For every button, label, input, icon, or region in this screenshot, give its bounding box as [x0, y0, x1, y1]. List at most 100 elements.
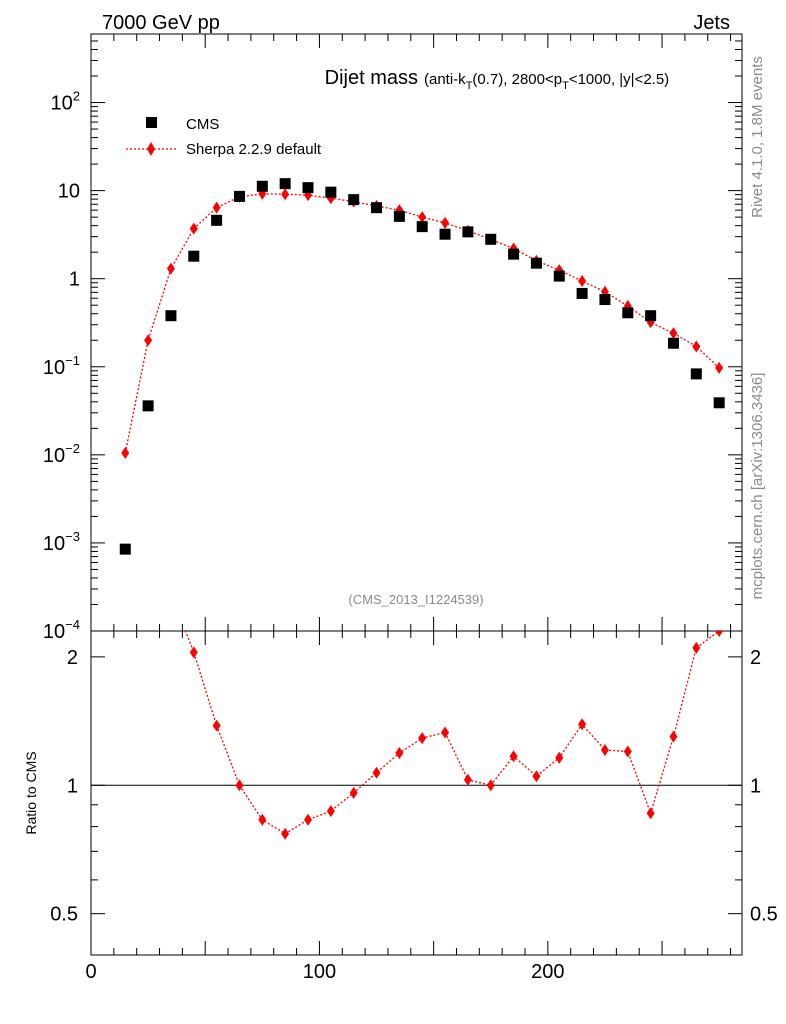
ratio-x-axis-labels: 0 100 200 — [85, 961, 564, 983]
ratio-point — [281, 827, 290, 840]
cms-point — [622, 307, 634, 319]
sherpa-line — [124, 193, 720, 454]
cms-point — [553, 270, 565, 282]
header-right: Jets — [693, 12, 730, 34]
main-plot-panel: 1 10 102 10−4 10−3 10−2 10−1 Dijet mass (anti-… — [43, 33, 743, 643]
analysis-watermark: (CMS_2013_I1224539) — [348, 592, 483, 607]
sherpa-point — [715, 361, 724, 374]
ratio-xtick-label: 200 — [531, 961, 564, 983]
sherpa-point — [121, 446, 130, 459]
main-ytick-label: 102 — [51, 89, 80, 115]
legend-label-cms: CMS — [186, 116, 219, 133]
subtitle-part-a: (anti-k — [424, 71, 466, 88]
ratio-point — [692, 641, 701, 654]
cms-point — [667, 337, 679, 349]
ratio-plot-frame — [90, 630, 743, 956]
ratio-point — [372, 766, 381, 779]
cms-point — [325, 186, 337, 198]
cms-point — [371, 202, 383, 214]
rivet-version-text: Rivet 4.1.0, 1.8M events — [749, 56, 766, 218]
ratio-y-axis-label: Ratio to CMS — [23, 751, 39, 834]
main-ytick-label: 10 — [58, 181, 80, 203]
cms-point — [393, 210, 405, 222]
ratio-ytick-label: 2 — [67, 647, 78, 669]
subtitle-part-b: (0.7), 2800<p — [472, 71, 562, 88]
main-y-axis-labels: 1 10 102 10−4 10−3 10−2 10−1 — [43, 89, 80, 643]
subtitle-sub-t2: T — [562, 80, 569, 92]
ratio-line — [184, 631, 720, 835]
main-ytick-label: 10−3 — [43, 529, 80, 555]
ratio-ytick-label-right: 1 — [750, 775, 761, 797]
cms-point — [439, 228, 451, 240]
ratio-point — [463, 773, 472, 786]
sherpa-point — [441, 216, 450, 229]
ratio-series-clip — [184, 631, 724, 840]
ratio-point — [418, 732, 427, 745]
ratio-point — [646, 807, 655, 820]
cms-point — [279, 178, 291, 190]
cms-point — [485, 233, 497, 245]
cms-point — [165, 310, 177, 322]
ratio-point — [212, 719, 221, 732]
ratio-point — [555, 751, 564, 764]
main-ytick-label: 10−1 — [43, 353, 80, 379]
ratio-point — [349, 786, 358, 799]
cms-point — [530, 257, 542, 269]
ratio-point — [189, 646, 198, 659]
sherpa-point — [281, 188, 290, 201]
ratio-point — [532, 770, 541, 783]
ratio-point — [395, 747, 404, 760]
sherpa-point — [212, 201, 221, 214]
sherpa-point — [418, 211, 427, 224]
ratio-x-axis-ticks — [90, 631, 732, 955]
ratio-ytick-label: 0.5 — [50, 904, 78, 926]
cms-point — [119, 543, 131, 555]
main-x-axis-ticks — [90, 34, 732, 631]
ratio-y-axis-labels: 0.5 0.5 1 1 2 2 — [50, 647, 778, 926]
ratio-ytick-label-right: 2 — [750, 647, 761, 669]
cms-point — [211, 214, 223, 226]
cms-point — [599, 294, 611, 306]
ratio-xtick-label: 0 — [85, 961, 96, 983]
ratio-point — [578, 718, 587, 731]
ratio-point — [235, 779, 244, 792]
cms-point — [645, 310, 657, 322]
sherpa-point — [166, 262, 175, 275]
cms-point — [416, 221, 428, 233]
main-ytick-label: 10−2 — [43, 441, 80, 467]
ratio-point — [600, 743, 609, 756]
mcplots-source-text: mcplots.cern.ch [arXiv:1306.3436] — [749, 373, 766, 600]
ratio-point — [623, 745, 632, 758]
main-y-axis-ticks — [91, 33, 742, 632]
ratio-ytick-label-right: 0.5 — [750, 904, 778, 926]
subtitle-part-c: <1000, |y|<2.5) — [569, 71, 669, 88]
ratio-point — [715, 631, 724, 637]
sherpa-point — [189, 222, 198, 235]
cms-point — [348, 194, 360, 206]
legend-label-sherpa: Sherpa 2.2.9 default — [186, 141, 322, 158]
chart-title: Dijet mass — [325, 67, 418, 89]
sherpa-point — [669, 327, 678, 340]
cms-point — [188, 250, 200, 262]
cms-point — [142, 400, 154, 412]
subtitle-sub-t1: T — [466, 80, 473, 92]
ratio-point — [486, 779, 495, 792]
ratio-point — [669, 730, 678, 743]
sherpa-point — [692, 340, 701, 353]
legend: CMS Sherpa 2.2.9 default — [126, 116, 322, 158]
ratio-plot-panel: 0.5 0.5 1 1 2 2 0 100 200 Ratio to CMS — [23, 630, 778, 983]
cms-point — [690, 368, 702, 380]
cms-point — [302, 182, 314, 194]
ratio-ytick-label: 1 — [67, 775, 78, 797]
main-ytick-label: 1 — [69, 269, 80, 291]
cms-point — [233, 190, 245, 202]
chart-subtitle: (anti-kT(0.7), 2800<pT<1000, |y|<2.5) — [424, 71, 669, 92]
cms-point — [576, 287, 588, 299]
ratio-xtick-label: 100 — [303, 961, 336, 983]
sherpa-point — [144, 334, 153, 347]
main-ytick-label: 10−4 — [43, 617, 80, 643]
cms-point — [508, 248, 520, 260]
main-series-layer — [119, 178, 725, 555]
ratio-point — [441, 726, 450, 739]
